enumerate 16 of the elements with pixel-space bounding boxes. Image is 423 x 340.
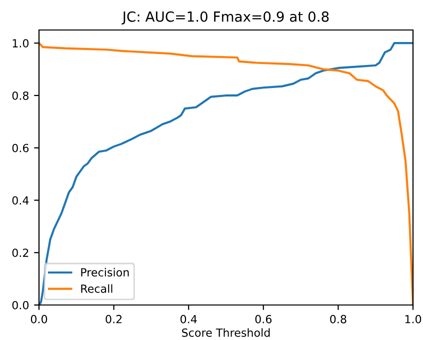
y-tick-label: 0.2 — [12, 248, 28, 257]
legend-label: Recall — [81, 284, 112, 293]
x-tick-label: 0.8 — [330, 314, 346, 324]
y-tick-label: 0.6 — [12, 144, 29, 152]
y-tick-label: 0.0 — [12, 300, 29, 310]
y-tick-label: 0.8 — [12, 91, 29, 100]
legend-label: Precision — [81, 268, 129, 277]
x-tick-label: 0.4 — [180, 314, 197, 324]
x-tick-label: 0.6 — [255, 314, 272, 324]
x-tick-label: 0.2 — [106, 314, 122, 324]
x-tick-label: 0.0 — [30, 314, 48, 324]
x-axis-title: Score Threshold — [182, 328, 270, 337]
chart-title: JC: AUC=1.0 Fmax=0.9 at 0.8 — [122, 11, 329, 24]
x-tick-label: 1.0 — [405, 314, 422, 324]
y-tick-label: 1.0 — [12, 39, 29, 48]
y-tick-label: 0.4 — [12, 196, 29, 205]
